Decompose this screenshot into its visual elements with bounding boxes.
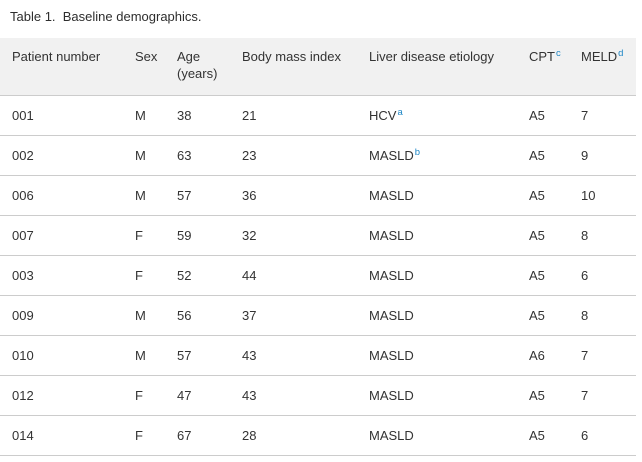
table-header: Patient number Sex Age (years) Body mass …	[0, 38, 636, 96]
col-header-bmi: Body mass index	[230, 38, 357, 96]
cell-bmi: 36	[230, 175, 357, 216]
cell-etiology: MASLD	[357, 335, 517, 376]
cell-sex: M	[123, 335, 165, 376]
cell-patient-number: 010	[0, 335, 123, 376]
cell-cpt: A5	[517, 375, 569, 416]
cell-etiology: MASLD	[357, 375, 517, 416]
cell-sex: M	[123, 135, 165, 176]
cell-bmi: 21	[230, 95, 357, 136]
cell-patient-number: 007	[0, 215, 123, 256]
cell-sex: M	[123, 95, 165, 136]
cell-age: 56	[165, 295, 230, 336]
cell-meld: 8	[569, 215, 636, 256]
cell-sex: F	[123, 255, 165, 296]
cell-etiology: MASLD	[357, 415, 517, 456]
cell-etiology: MASLD	[357, 175, 517, 216]
table-row: 006 M 57 36 MASLD A5 10	[0, 175, 636, 216]
cell-etiology: HCVa	[357, 95, 517, 136]
cell-etiology: MASLD	[357, 255, 517, 296]
table-row: 010 M 57 43 MASLD A6 7	[0, 335, 636, 376]
footnote-link-d[interactable]: d	[618, 48, 624, 59]
header-row: Patient number Sex Age (years) Body mass …	[0, 38, 636, 96]
cell-sex: F	[123, 415, 165, 456]
cell-meld: 7	[569, 335, 636, 376]
table-row: 007 F 59 32 MASLD A5 8	[0, 215, 636, 256]
cell-etiology: MASLD	[357, 215, 517, 256]
cell-age: 47	[165, 375, 230, 416]
table-caption: Table 1. Baseline demographics.	[10, 9, 202, 24]
cell-patient-number: 014	[0, 415, 123, 456]
cell-age: 57	[165, 335, 230, 376]
cell-meld: 7	[569, 375, 636, 416]
cell-age: 38	[165, 95, 230, 136]
cell-sex: F	[123, 375, 165, 416]
cell-patient-number: 006	[0, 175, 123, 216]
cell-age: 57	[165, 175, 230, 216]
footnote-link-a[interactable]: a	[397, 106, 403, 118]
table-row: 009 M 56 37 MASLD A5 8	[0, 295, 636, 336]
cell-cpt: A5	[517, 215, 569, 256]
col-header-cpt: CPTc	[517, 38, 569, 96]
cell-age: 63	[165, 135, 230, 176]
cell-meld: 8	[569, 295, 636, 336]
col-header-etiology: Liver disease etiology	[357, 38, 517, 96]
col-header-sex: Sex	[123, 38, 165, 96]
cell-age: 59	[165, 215, 230, 256]
cell-etiology: MASLDb	[357, 135, 517, 176]
cell-cpt: A5	[517, 95, 569, 136]
footnote-link-b[interactable]: b	[414, 146, 421, 158]
table-row: 003 F 52 44 MASLD A5 6	[0, 255, 636, 296]
cell-meld: 6	[569, 255, 636, 296]
cell-patient-number: 003	[0, 255, 123, 296]
cell-bmi: 43	[230, 375, 357, 416]
cell-patient-number: 009	[0, 295, 123, 336]
cell-meld: 9	[569, 135, 636, 176]
table-row: 012 F 47 43 MASLD A5 7	[0, 375, 636, 416]
table-row: 001 M 38 21 HCVa A5 7	[0, 95, 636, 136]
cell-patient-number: 001	[0, 95, 123, 136]
cell-cpt: A5	[517, 295, 569, 336]
footnote-link-c[interactable]: c	[556, 48, 561, 59]
col-header-patient-number: Patient number	[0, 38, 123, 96]
cell-cpt: A5	[517, 135, 569, 176]
cell-meld: 6	[569, 415, 636, 456]
cell-age: 52	[165, 255, 230, 296]
cell-bmi: 37	[230, 295, 357, 336]
cell-sex: M	[123, 175, 165, 216]
table-body: 001 M 38 21 HCVa A5 7 002 M 63 23 MASLDb…	[0, 95, 636, 456]
cell-bmi: 23	[230, 135, 357, 176]
cell-cpt: A5	[517, 175, 569, 216]
cell-bmi: 43	[230, 335, 357, 376]
col-header-age: Age (years)	[165, 38, 230, 96]
cell-meld: 10	[569, 175, 636, 216]
table-row: 014 F 67 28 MASLD A5 6	[0, 415, 636, 456]
cell-sex: F	[123, 215, 165, 256]
cell-bmi: 28	[230, 415, 357, 456]
col-header-meld: MELDd	[569, 38, 636, 96]
table-row: 002 M 63 23 MASLDb A5 9	[0, 135, 636, 176]
cell-cpt: A5	[517, 415, 569, 456]
cell-patient-number: 012	[0, 375, 123, 416]
cell-meld: 7	[569, 95, 636, 136]
cell-age: 67	[165, 415, 230, 456]
cell-sex: M	[123, 295, 165, 336]
cell-cpt: A5	[517, 255, 569, 296]
cell-patient-number: 002	[0, 135, 123, 176]
cell-bmi: 44	[230, 255, 357, 296]
baseline-demographics-table: Patient number Sex Age (years) Body mass …	[0, 38, 636, 456]
cell-etiology: MASLD	[357, 295, 517, 336]
cell-bmi: 32	[230, 215, 357, 256]
cell-cpt: A6	[517, 335, 569, 376]
